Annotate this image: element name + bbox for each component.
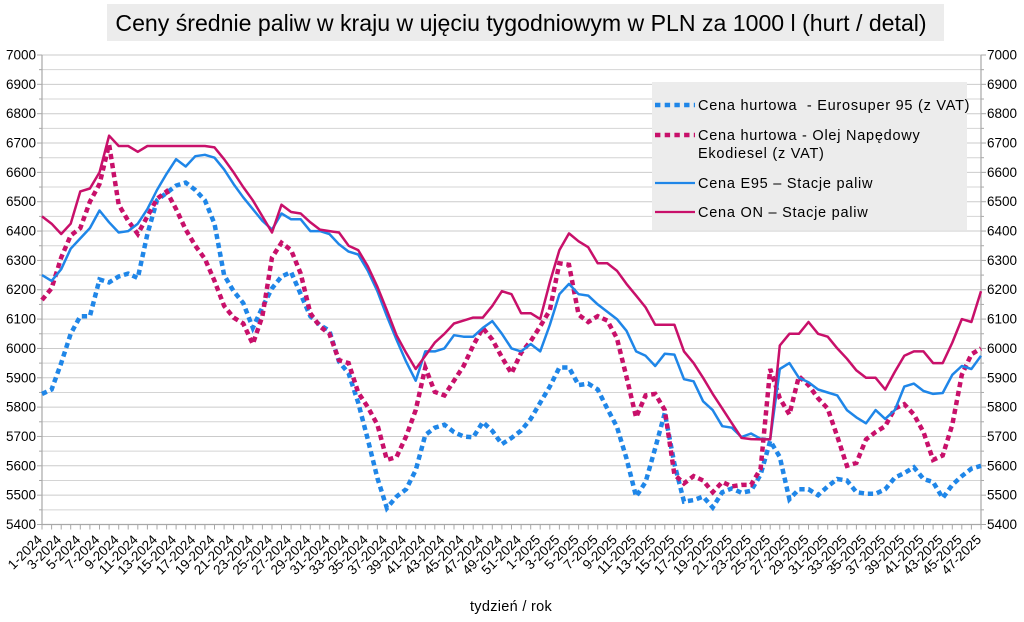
svg-text:6600: 6600 (987, 165, 1017, 180)
svg-text:6700: 6700 (987, 136, 1017, 151)
svg-text:Ceny średnie paliw w kraju w u: Ceny średnie paliw w kraju w ujęciu tygo… (115, 10, 926, 36)
svg-text:6800: 6800 (6, 106, 36, 121)
svg-text:5900: 5900 (6, 370, 36, 385)
svg-text:5400: 5400 (987, 517, 1017, 532)
svg-text:5800: 5800 (987, 400, 1017, 415)
svg-text:Cena hurtowa - Eurosuper 95 (: Cena hurtowa - Eurosuper 95 (z VAT) (698, 98, 970, 114)
svg-text:5400: 5400 (6, 517, 36, 532)
svg-text:6800: 6800 (987, 106, 1017, 121)
svg-text:5600: 5600 (6, 458, 36, 473)
svg-text:6400: 6400 (6, 224, 36, 239)
svg-text:5500: 5500 (6, 488, 36, 503)
svg-text:6900: 6900 (6, 77, 36, 92)
svg-text:5900: 5900 (987, 370, 1017, 385)
svg-text:Cena hurtowa - Olej Napędowy: Cena hurtowa - Olej Napędowy (698, 128, 921, 144)
svg-text:6000: 6000 (6, 341, 36, 356)
svg-text:6300: 6300 (987, 253, 1017, 268)
svg-text:6300: 6300 (6, 253, 36, 268)
svg-text:6700: 6700 (6, 136, 36, 151)
svg-text:6200: 6200 (6, 282, 36, 297)
svg-text:6500: 6500 (987, 194, 1017, 209)
svg-text:6200: 6200 (987, 282, 1017, 297)
svg-text:6500: 6500 (6, 194, 36, 209)
svg-text:6100: 6100 (987, 312, 1017, 327)
svg-text:6400: 6400 (987, 224, 1017, 239)
svg-text:5700: 5700 (6, 429, 36, 444)
svg-text:6900: 6900 (987, 77, 1017, 92)
svg-text:Ekodiesel (z VAT): Ekodiesel (z VAT) (698, 146, 825, 162)
svg-text:5800: 5800 (6, 400, 36, 415)
svg-text:6600: 6600 (6, 165, 36, 180)
svg-text:6000: 6000 (987, 341, 1017, 356)
svg-text:Cena ON – Stacje paliw: Cena ON – Stacje paliw (698, 205, 868, 221)
svg-text:5600: 5600 (987, 458, 1017, 473)
svg-text:6100: 6100 (6, 312, 36, 327)
svg-text:tydzień / rok: tydzień / rok (470, 599, 553, 615)
svg-text:7000: 7000 (987, 48, 1017, 63)
svg-text:5700: 5700 (987, 429, 1017, 444)
svg-text:Cena E95 – Stacje paliw: Cena E95 – Stacje paliw (698, 176, 873, 192)
svg-text:7000: 7000 (6, 48, 36, 63)
svg-text:5500: 5500 (987, 488, 1017, 503)
